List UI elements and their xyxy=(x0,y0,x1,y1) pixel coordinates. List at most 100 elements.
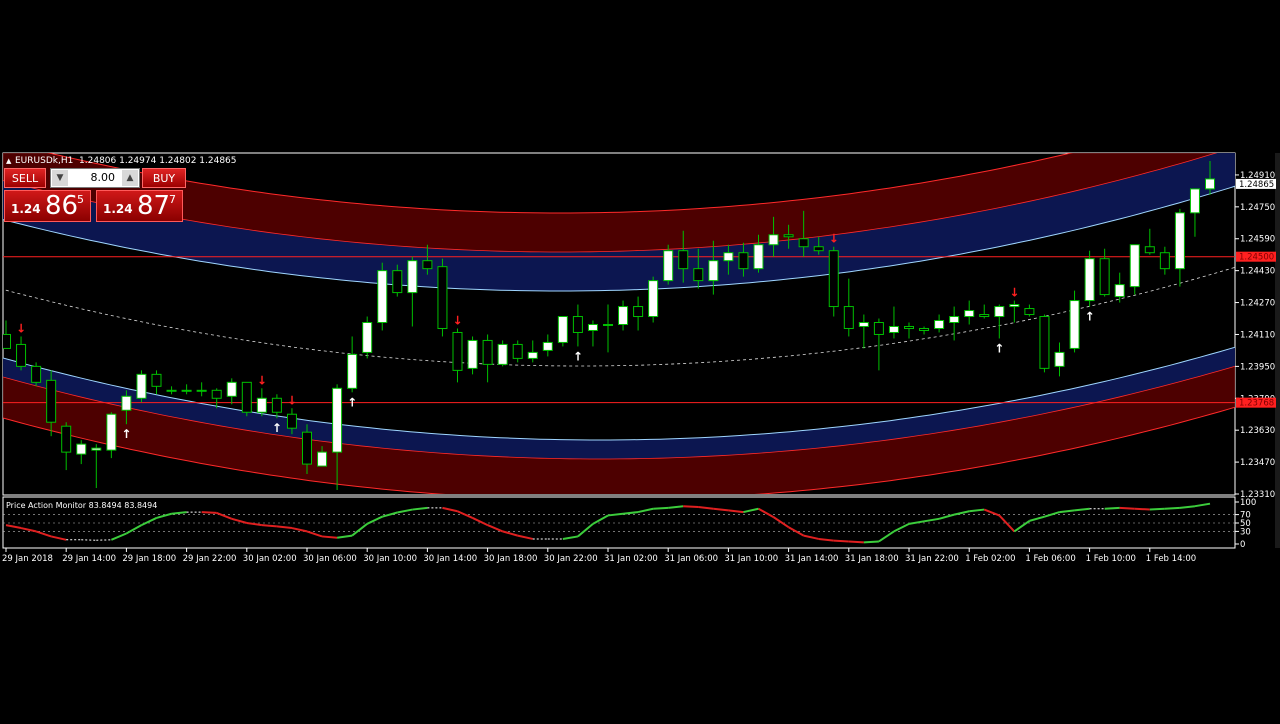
time-tick-label: 30 Jan 06:00 xyxy=(303,554,357,564)
candle-body xyxy=(1160,253,1169,269)
candle-body xyxy=(1010,305,1019,307)
oscillator-segment xyxy=(412,508,427,510)
candle-body xyxy=(77,444,86,454)
candle xyxy=(513,340,522,362)
candle-body xyxy=(1190,189,1199,213)
candle xyxy=(378,263,387,331)
candle-body xyxy=(920,328,929,330)
oscillator-segment xyxy=(954,511,969,514)
candle-body xyxy=(543,342,552,350)
candle-body xyxy=(32,366,41,382)
candle xyxy=(588,321,597,347)
sell-price-prefix: 1.24 xyxy=(11,202,41,216)
candle-body xyxy=(950,317,959,323)
price-tick-label: 1.23950 xyxy=(1240,362,1275,372)
candle xyxy=(874,319,883,371)
candle-body xyxy=(769,235,778,245)
candle-body xyxy=(980,315,989,317)
sell-price-button[interactable]: 1.24 86 5 xyxy=(4,190,91,222)
oscillator-segment xyxy=(879,531,894,541)
oscillator-tick-label: 30 xyxy=(1240,527,1251,537)
oscillator-segment xyxy=(503,531,518,535)
right-scroll-strip xyxy=(1275,153,1280,548)
oscillator-segment xyxy=(804,536,819,539)
candle-body xyxy=(363,323,372,353)
candle xyxy=(905,323,914,339)
buy-signal-arrow-icon: ↑ xyxy=(1085,310,1095,324)
candle-body xyxy=(227,382,236,396)
candle-body xyxy=(1025,309,1034,315)
candle xyxy=(182,384,191,394)
candle-body xyxy=(1130,245,1139,287)
candle-body xyxy=(739,253,748,269)
oscillator-segment xyxy=(262,525,277,526)
candle-body xyxy=(905,326,914,328)
oscillator-segment xyxy=(924,519,939,522)
candle xyxy=(107,412,116,458)
price-tick-label: 1.24590 xyxy=(1240,235,1275,245)
oscillator-segment xyxy=(277,526,292,528)
sell-button[interactable]: SELL xyxy=(4,168,46,188)
candle-body xyxy=(468,340,477,368)
candle xyxy=(573,305,582,347)
candle-body xyxy=(784,235,793,237)
buy-price-prefix: 1.24 xyxy=(103,202,133,216)
collapse-triangle-icon[interactable]: ▲ xyxy=(6,157,12,165)
candle xyxy=(227,378,236,404)
time-tick-label: 1 Feb 10:00 xyxy=(1086,554,1136,564)
candle xyxy=(152,370,161,394)
candle xyxy=(604,305,613,353)
buy-price-small: 7 xyxy=(169,193,176,206)
price-label-text: 1.24865 xyxy=(1239,180,1274,190)
sell-signal-arrow-icon: ↓ xyxy=(452,313,462,327)
candle-body xyxy=(935,321,944,329)
candle xyxy=(137,370,146,402)
candle-body xyxy=(318,452,327,466)
time-tick-label: 29 Jan 22:00 xyxy=(183,554,237,564)
lot-decrease-icon[interactable]: ▼ xyxy=(52,170,68,186)
candle-body xyxy=(453,332,462,370)
candle xyxy=(1055,342,1064,376)
time-tick-label: 31 Jan 22:00 xyxy=(905,554,959,564)
buy-price-button[interactable]: 1.24 87 7 xyxy=(96,190,183,222)
candle xyxy=(1130,245,1139,295)
candle xyxy=(619,301,628,331)
candle-body xyxy=(498,344,507,364)
price-tick-label: 1.24270 xyxy=(1240,299,1275,309)
candle-body xyxy=(1115,285,1124,297)
oscillator-segment xyxy=(849,541,864,542)
buy-label-button[interactable]: BUY xyxy=(142,168,186,188)
oscillator-segment xyxy=(247,523,262,525)
candle-body xyxy=(1040,317,1049,369)
lot-increase-icon[interactable]: ▲ xyxy=(122,170,138,186)
candle-body xyxy=(604,324,613,325)
oscillator-tick-label: 100 xyxy=(1240,498,1256,508)
time-tick-label: 31 Jan 14:00 xyxy=(785,554,839,564)
candle xyxy=(1190,189,1199,237)
oscillator-segment xyxy=(623,512,638,514)
candle xyxy=(32,362,41,386)
candle-body xyxy=(649,281,658,317)
oscillator-segment xyxy=(653,508,668,509)
candle-body xyxy=(152,374,161,386)
candle xyxy=(348,336,357,392)
oscillator-segment xyxy=(1195,504,1210,507)
oscillator-segment xyxy=(698,507,713,509)
candle-body xyxy=(257,398,266,412)
oscillator-segment xyxy=(939,515,954,519)
lot-size-field[interactable]: ▼ 8.00 ▲ xyxy=(50,168,140,188)
candle xyxy=(1145,229,1154,255)
lot-size-value[interactable]: 8.00 xyxy=(71,169,119,187)
oscillator-segment xyxy=(774,517,789,527)
oscillator-segment xyxy=(488,525,503,531)
candle xyxy=(438,259,447,337)
time-tick-label: 31 Jan 06:00 xyxy=(664,554,718,564)
oscillator-segment xyxy=(1105,508,1120,509)
candle xyxy=(935,315,944,333)
oscillator-segment xyxy=(442,508,457,511)
oscillator-segment xyxy=(111,534,126,540)
oscillator-segment xyxy=(1075,509,1090,511)
candle xyxy=(558,317,567,347)
